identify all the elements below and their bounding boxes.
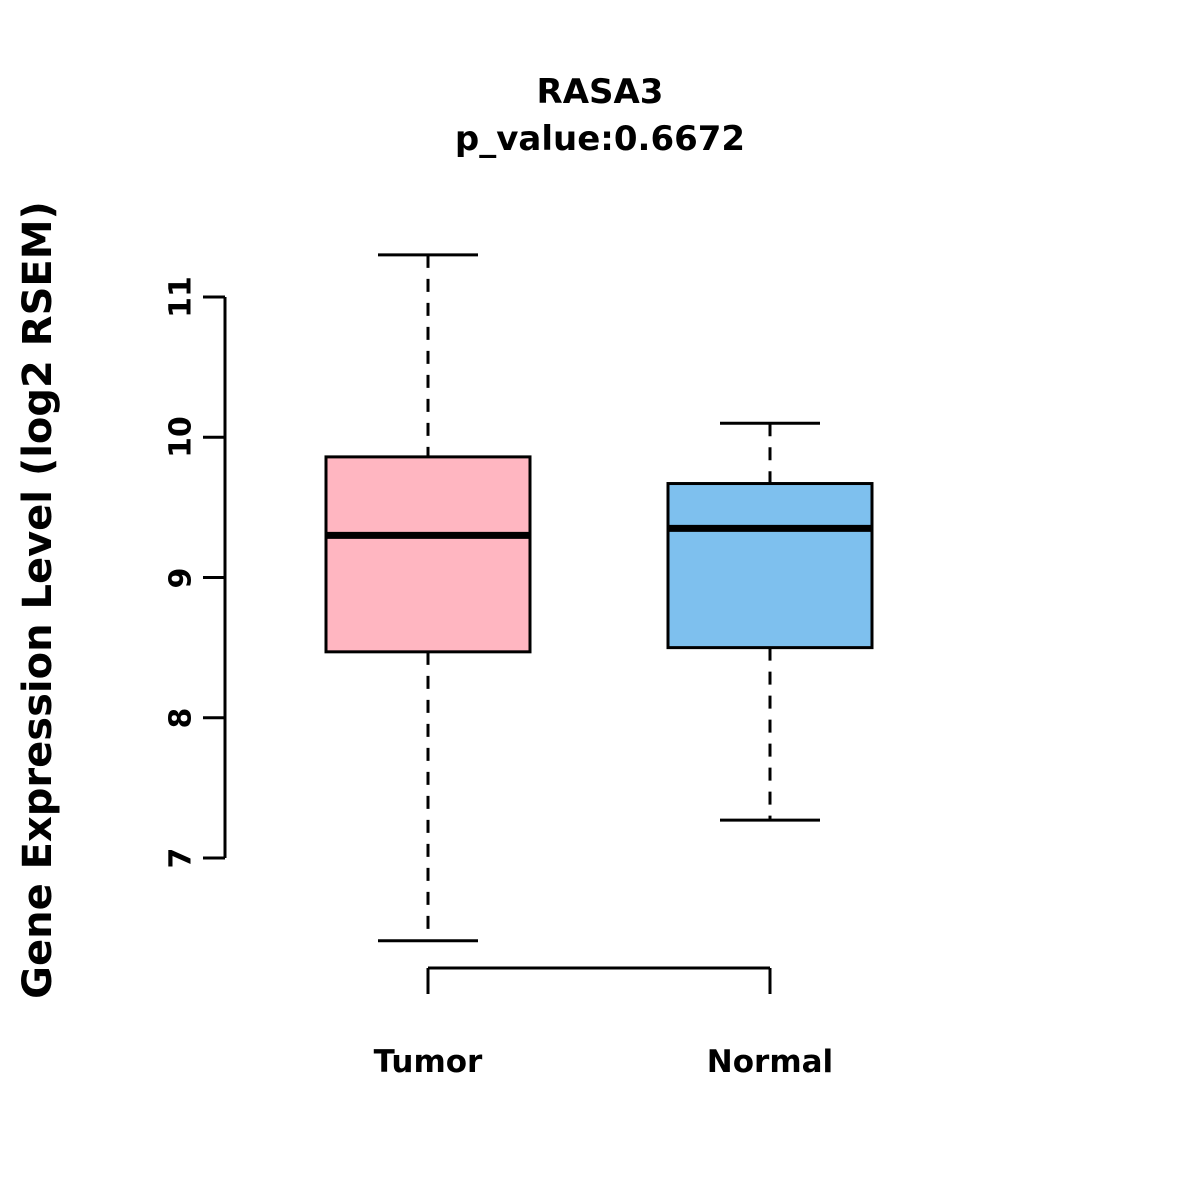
chart-subtitle: p_value:0.6672: [454, 119, 746, 159]
x-tick-label-tumor: Tumor: [373, 1044, 483, 1080]
y-tick-label-3: 10: [163, 416, 199, 459]
x-tick-label-normal: Normal: [706, 1044, 834, 1080]
y-tick-label-1: 8: [163, 707, 199, 729]
y-tick-label-0: 7: [163, 847, 199, 869]
chart-title: RASA3: [536, 72, 664, 112]
y-tick-label-4: 11: [163, 276, 199, 318]
y-tick-label-2: 9: [163, 567, 199, 588]
